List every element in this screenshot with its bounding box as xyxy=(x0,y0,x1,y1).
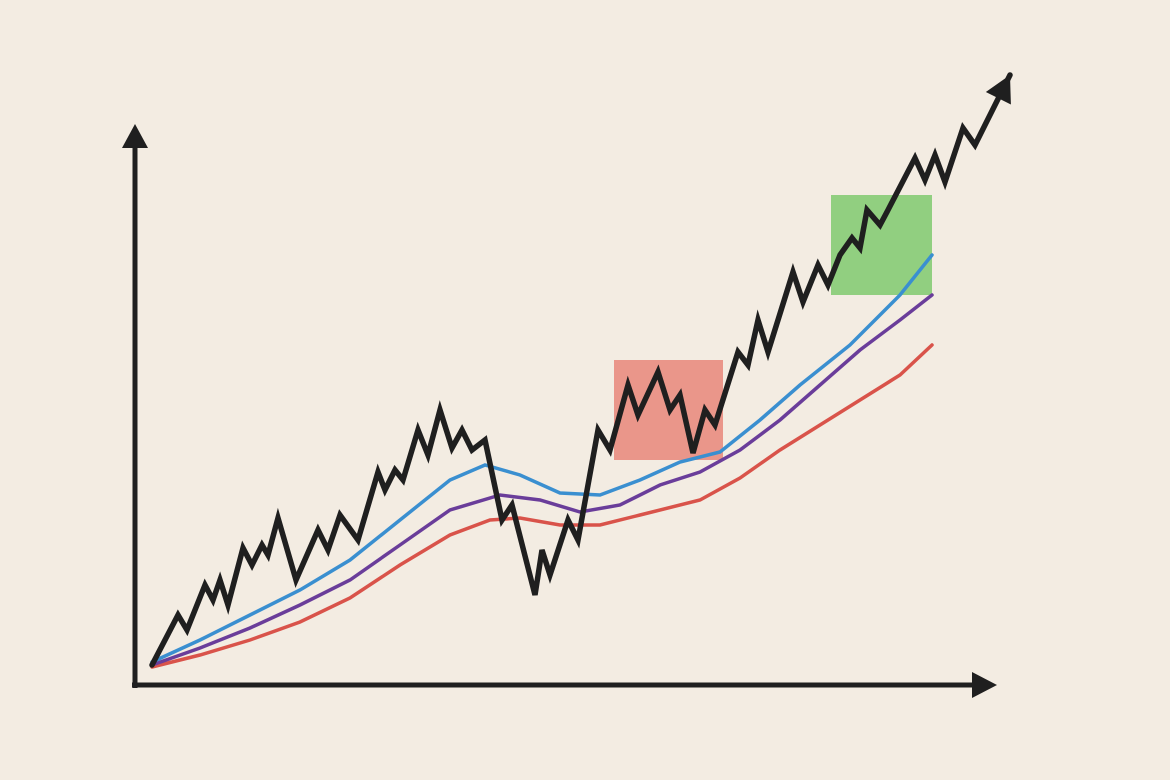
moving-average-line xyxy=(150,343,934,669)
x-axis-arrow xyxy=(972,672,997,698)
price-arrow xyxy=(985,75,1011,105)
plot xyxy=(149,72,1013,669)
moving-average-line xyxy=(150,253,934,664)
price-line xyxy=(149,72,1013,668)
y-axis-arrow xyxy=(122,124,148,148)
moving-average-line xyxy=(150,293,934,667)
